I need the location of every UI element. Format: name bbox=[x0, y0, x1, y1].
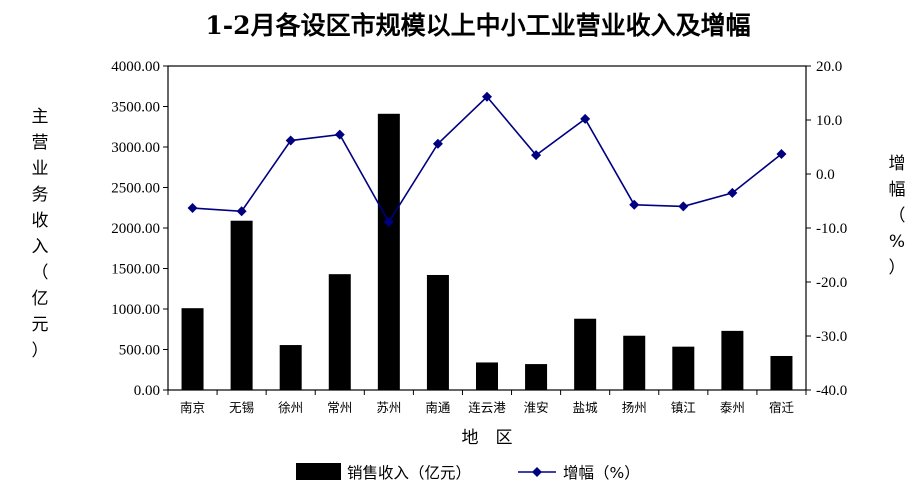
bar-9 bbox=[574, 318, 597, 390]
left-tick-label: 1000.00 bbox=[111, 302, 160, 318]
left-axis-label-char: 务 bbox=[32, 185, 49, 205]
left-axis-label-char: （ bbox=[32, 263, 49, 283]
right-tick-label: 10.0 bbox=[816, 113, 842, 129]
left-axis-label-char: 元 bbox=[32, 315, 49, 335]
left-axis-label-char: ） bbox=[32, 341, 49, 361]
left-tick-label: 2000.00 bbox=[111, 221, 160, 237]
plot-frame bbox=[167, 65, 807, 391]
left-axis-label-char: 主 bbox=[32, 107, 49, 127]
left-tick-label: 3000.00 bbox=[111, 140, 160, 156]
x-axis-label: 地 区 bbox=[462, 428, 513, 448]
right-axis-label-char: 幅 bbox=[889, 180, 906, 200]
category-label: 盐城 bbox=[573, 400, 599, 415]
legend-line-marker bbox=[532, 467, 542, 477]
right-tick-label: -10.0 bbox=[816, 221, 847, 237]
category-label: 无锡 bbox=[229, 400, 254, 415]
category-label: 扬州 bbox=[622, 400, 647, 415]
right-axis-label-char: （ bbox=[889, 206, 906, 226]
left-tick-label: 500.00 bbox=[119, 343, 160, 359]
left-axis-label-char: 业 bbox=[32, 159, 49, 179]
left-tick-label: 2500.00 bbox=[111, 181, 160, 197]
category-label: 泰州 bbox=[720, 400, 745, 415]
right-tick-label: -20.0 bbox=[816, 275, 847, 291]
bar-2 bbox=[230, 220, 253, 390]
line-point-4 bbox=[334, 129, 345, 140]
right-tick-label: -30.0 bbox=[816, 329, 847, 345]
line-point-13 bbox=[776, 149, 787, 160]
line-point-9 bbox=[580, 113, 591, 124]
category-label: 常州 bbox=[327, 400, 352, 415]
legend-bar-swatch bbox=[296, 463, 341, 480]
line-point-7 bbox=[482, 91, 492, 102]
right-axis: 20.0 10.0 0.0 -10.0 -20.0 -30.0 -40.0 bbox=[806, 59, 847, 399]
category-label: 徐州 bbox=[278, 400, 303, 415]
bar-4 bbox=[328, 274, 351, 390]
legend: 销售收入（亿元） 增幅（%） bbox=[296, 463, 640, 482]
line-point-2 bbox=[236, 206, 247, 217]
category-label: 淮安 bbox=[524, 400, 549, 415]
line-point-5 bbox=[383, 217, 394, 228]
left-tick-label: 0.00 bbox=[134, 383, 160, 399]
left-axis-label-char: 收 bbox=[32, 211, 49, 231]
category-label: 宿迁 bbox=[769, 400, 795, 415]
left-tick-label: 3500.00 bbox=[111, 100, 160, 116]
bar-3 bbox=[279, 345, 302, 390]
plot-area bbox=[167, 65, 807, 395]
right-axis-label: 增幅 （% ） bbox=[889, 154, 906, 278]
legend-bar-label: 销售收入（亿元） bbox=[347, 464, 471, 482]
bar-6 bbox=[426, 274, 449, 390]
right-tick-label: 20.0 bbox=[816, 59, 842, 75]
bar-12 bbox=[721, 330, 744, 390]
chart-title: 1-2月各设区市规模以上中小工业营业收入及增幅 bbox=[205, 11, 750, 40]
left-axis-label-char: 亿 bbox=[32, 289, 49, 309]
line-point-1 bbox=[187, 203, 198, 214]
right-tick-label: -40.0 bbox=[816, 383, 847, 399]
right-axis-label-char: ） bbox=[889, 258, 906, 278]
category-label: 镇江 bbox=[671, 400, 696, 415]
line-point-3 bbox=[285, 135, 296, 146]
bar-10 bbox=[623, 335, 646, 390]
left-axis-label-char: 入 bbox=[32, 237, 49, 257]
category-label: 南通 bbox=[425, 400, 451, 415]
line-point-12 bbox=[727, 187, 738, 198]
right-axis-label-char: % bbox=[889, 232, 905, 252]
category-label: 南京 bbox=[180, 400, 205, 415]
bar-1 bbox=[181, 308, 204, 390]
bar-5 bbox=[377, 113, 400, 390]
left-tick-label: 4000.00 bbox=[111, 59, 160, 75]
bar-11 bbox=[672, 346, 695, 390]
line-point-6 bbox=[432, 138, 443, 149]
bar-13 bbox=[770, 355, 793, 390]
line-point-11 bbox=[678, 201, 689, 212]
left-axis: 4000.00 3500.00 3000.00 2500.00 2000.00 1500.… bbox=[111, 59, 168, 399]
category-labels: 南京 无锡 徐州 常州 苏州 南通 连云港 淮安 盐城 扬州 镇江 泰州 宿迁 bbox=[180, 400, 794, 415]
category-label: 苏州 bbox=[376, 400, 401, 415]
bar-7 bbox=[476, 362, 498, 390]
legend-line-label: 增幅（%） bbox=[563, 464, 640, 482]
bar-8 bbox=[525, 364, 548, 390]
line-point-10 bbox=[629, 199, 640, 210]
left-tick-label: 1500.00 bbox=[111, 262, 160, 278]
category-label: 连云港 bbox=[468, 400, 506, 415]
right-axis-label-char: 增 bbox=[889, 154, 906, 174]
line-point-8 bbox=[531, 150, 542, 161]
right-tick-label: 0.0 bbox=[816, 167, 835, 183]
growth-line bbox=[192, 95, 782, 224]
left-axis-label-char: 营 bbox=[32, 133, 49, 153]
